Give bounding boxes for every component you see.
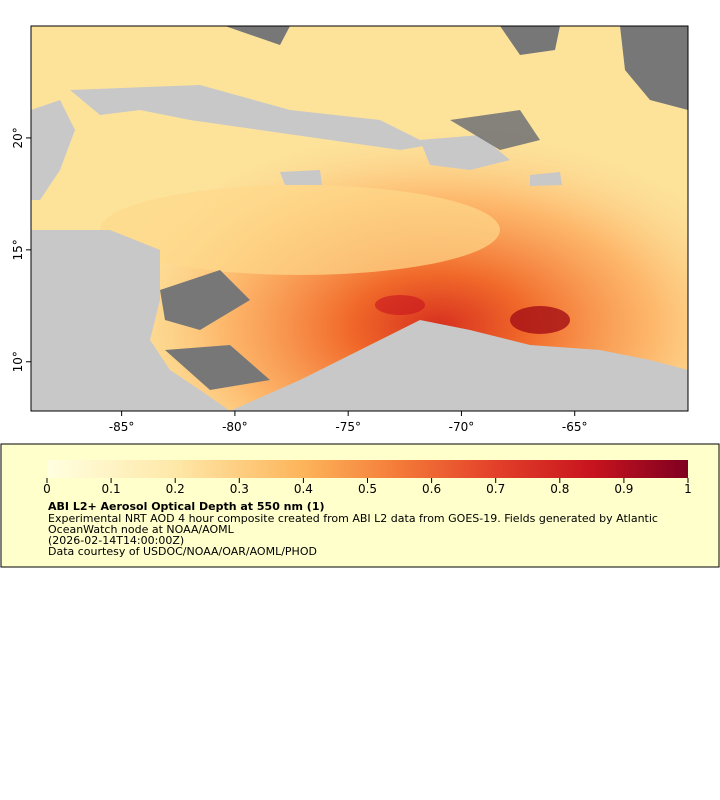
colorbar-tick-label: 0.5 <box>358 482 377 496</box>
colorbar-tick-label: 1 <box>684 482 692 496</box>
colorbar-tick-label: 0.1 <box>102 482 121 496</box>
y-tick-label: 15° <box>11 239 25 260</box>
x-tick-label: -85° <box>109 420 135 434</box>
colorbar-tick-label: 0.2 <box>166 482 185 496</box>
colorbar-tick-label: 0.7 <box>486 482 505 496</box>
legend-title: ABI L2+ Aerosol Optical Depth at 550 nm … <box>48 500 325 513</box>
map <box>31 26 688 411</box>
colorbar-tick-label: 0.8 <box>550 482 569 496</box>
y-tick-label: 10° <box>11 351 25 372</box>
x-tick-label: -75° <box>335 420 361 434</box>
y-tick-label: 20° <box>11 127 25 148</box>
colorbar-tick-label: 0.3 <box>230 482 249 496</box>
colorbar-tick-label: 0.9 <box>614 482 633 496</box>
legend-line: OceanWatch node at NOAA/AOML <box>48 523 235 536</box>
x-tick-label: -70° <box>449 420 475 434</box>
colorbar-tick-label: 0.6 <box>422 482 441 496</box>
legend-line: Data courtesy of USDOC/NOAA/OAR/AOML/PHO… <box>48 545 317 558</box>
x-tick-label: -65° <box>562 420 588 434</box>
colorbar <box>47 460 688 478</box>
legend-line: (2026-02-14T14:00:00Z) <box>48 534 184 547</box>
colorbar-tick-label: 0.4 <box>294 482 313 496</box>
x-tick-label: -80° <box>222 420 248 434</box>
map-frame <box>30 25 689 412</box>
colorbar-tick-label: 0 <box>43 482 51 496</box>
legend-line: Experimental NRT AOD 4 hour composite cr… <box>48 512 658 525</box>
